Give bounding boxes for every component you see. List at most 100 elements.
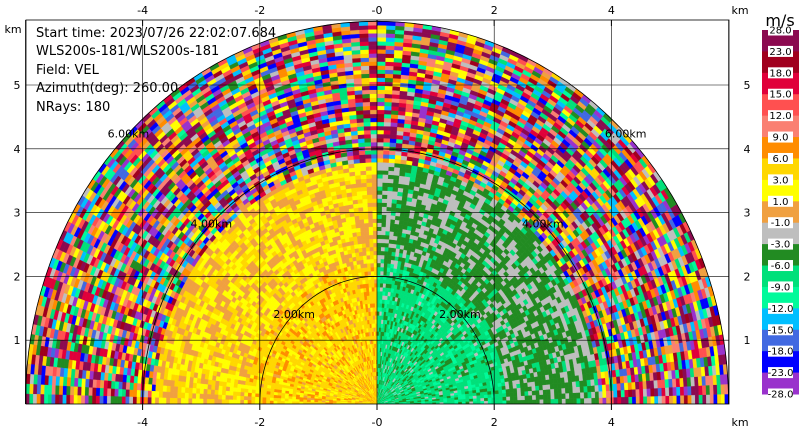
velocity-cell [228,395,234,401]
velocity-cell [520,395,526,401]
velocity-cell [390,255,396,261]
velocity-cell [392,239,398,245]
velocity-cell [372,234,378,240]
velocity-cell [269,400,274,404]
velocity-cell [226,377,232,384]
velocity-cell [379,290,383,296]
velocity-cell [385,279,390,285]
velocity-cell [369,250,374,256]
velocity-cell [247,385,253,390]
velocity-cell [480,397,485,402]
velocity-cell [288,396,293,400]
velocity-cell [357,243,363,249]
velocity-cell [376,303,380,308]
velocity-cell [361,247,367,252]
velocity-cell [376,250,381,256]
velocity-cell [513,391,518,397]
velocity-cell [243,399,248,404]
velocity-cell [383,258,388,264]
velocity-cell [517,399,522,404]
velocity-cell [376,274,381,280]
velocity-cell [509,388,514,393]
velocity-cell [240,384,246,390]
velocity-cell [372,246,378,252]
velocity-cell [381,299,385,304]
velocity-cell [380,250,385,256]
velocity-cell [376,262,381,268]
velocity-cell [255,386,260,391]
velocity-cell [273,400,278,404]
velocity-cell [365,250,371,256]
velocity-cell [251,393,256,398]
velocity-cell [506,399,511,404]
velocity-cell [380,238,386,244]
velocity-cell [369,246,374,252]
velocity-cell [476,397,481,402]
velocity-cell [391,243,397,249]
velocity-cell [280,392,286,397]
velocity-cell [244,384,249,390]
velocity-cell [371,290,375,296]
velocity-cell [365,246,370,252]
velocity-cell [376,266,381,272]
velocity-cell [516,391,522,397]
velocity-cell [509,392,515,397]
velocity-cell [528,390,533,396]
velocity-cell [367,274,372,280]
velocity-cell [384,246,389,252]
velocity-cell [380,262,385,268]
velocity-cell [501,389,507,394]
velocity-cell [313,400,319,403]
velocity-cell [373,270,378,276]
velocity-cell [388,243,393,248]
velocity-cell [386,271,391,277]
velocity-cell [370,270,375,276]
velocity-cell [225,386,231,392]
velocity-cell [384,242,389,248]
velocity-cell [243,388,249,394]
velocity-cell [520,391,526,397]
velocity-cell [380,246,385,252]
velocity-cell [386,263,391,268]
velocity-cell [247,400,252,404]
velocity-cell [383,266,388,272]
velocity-cell [373,258,378,264]
velocity-cell [280,401,285,404]
velocity-cell [366,254,371,260]
velocity-cell [287,398,293,402]
velocity-cell [370,266,375,272]
velocity-cell [372,242,378,248]
velocity-cell [388,235,394,240]
velocity-cell [379,278,384,284]
velocity-cell [363,267,368,273]
velocity-cell [236,387,242,393]
velocity-cell [369,262,374,268]
velocity-cell [382,283,386,288]
velocity-cell [363,263,368,268]
velocity-cell [376,234,382,240]
velocity-cell [387,247,393,252]
velocity-cell [381,307,385,312]
velocity-cell [291,398,296,402]
velocity-cell [360,239,366,244]
velocity-cell [379,270,384,276]
velocity-cell [391,247,397,253]
velocity-cell [383,250,389,256]
velocity-cell [374,303,378,308]
velocity-cell [513,399,518,404]
velocity-cell [379,294,383,300]
velocity-cell [365,242,370,248]
velocity-cell [371,299,375,304]
velocity-cell [378,335,381,340]
velocity-cell [376,291,380,296]
velocity-cell [382,270,387,276]
velocity-cell [383,254,388,260]
velocity-cell [295,399,300,403]
velocity-cell [520,386,525,392]
velocity-cell [513,395,518,401]
velocity-cell [366,258,371,264]
velocity-cell [373,254,378,260]
velocity-cell [236,391,241,397]
velocity-cell [254,400,259,404]
velocity-cell [247,396,252,401]
